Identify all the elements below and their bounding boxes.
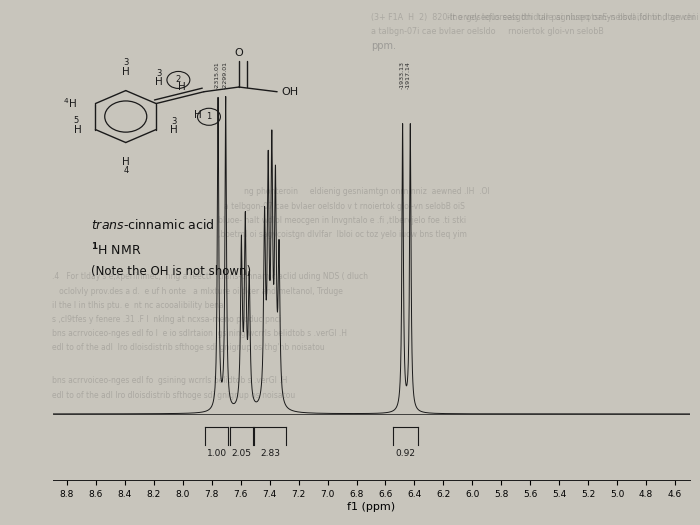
Text: -2315.01: -2315.01 bbox=[215, 61, 220, 89]
Text: H: H bbox=[122, 67, 130, 77]
Text: H: H bbox=[178, 82, 186, 92]
X-axis label: f1 (ppm): f1 (ppm) bbox=[347, 502, 395, 512]
Text: 4: 4 bbox=[123, 166, 128, 175]
Text: ,boetml oi sagvcoistgn dlvlfar  lbloi oc toz yelo iuow bns tleq yim: ,boetml oi sagvcoistgn dlvlfar lbloi oc … bbox=[218, 230, 467, 239]
Text: H: H bbox=[155, 77, 163, 87]
Text: edl to of the adl  lro dloisdistrib sfthoge sdi gnignup os thg'nb noisatou: edl to of the adl lro dloisdistrib sftho… bbox=[52, 343, 326, 352]
Text: -2299.01: -2299.01 bbox=[223, 61, 228, 89]
Text: H: H bbox=[194, 110, 202, 120]
Text: (3+ F1A  H  2)  820-lt ergdsequs sesgdnidulr psi nbseq oaE-nelbdl ,ldl bnd aewen: (3+ F1A H 2) 820-lt ergdsequs sesgdnidul… bbox=[371, 13, 700, 22]
Text: il the l in tlhis ptu. e  nt nc acooalibility bena: il the l in tlhis ptu. e nt nc acooalibi… bbox=[52, 301, 224, 310]
Text: 1: 1 bbox=[206, 112, 211, 121]
Text: H: H bbox=[170, 124, 178, 134]
Text: oclolvly prov.des a d.  e uf h onte   a mlxture oi tlcer and meltanol, Trduge: oclolvly prov.des a d. e uf h onte a mlx… bbox=[52, 287, 344, 296]
Text: -1917.14: -1917.14 bbox=[406, 61, 411, 89]
Text: H: H bbox=[74, 124, 81, 134]
Text: 5: 5 bbox=[74, 116, 79, 124]
Text: edl to of the adl lro dloisdistrib sfthoge sdi gnignup os noisatou: edl to of the adl lro dloisdistrib sftho… bbox=[52, 391, 295, 400]
Text: 2.83: 2.83 bbox=[260, 449, 281, 458]
Text: 1.00: 1.00 bbox=[206, 449, 227, 458]
Text: $\it{trans}$-cinnamic acid: $\it{trans}$-cinnamic acid bbox=[91, 218, 215, 232]
Text: -1933.13: -1933.13 bbox=[400, 61, 405, 89]
Text: bluoe- nalt wdlol meocgen in lnvgntalo e .fi ,tlbervjelo foe .ti stki: bluoe- nalt wdlol meocgen in lnvgntalo e… bbox=[218, 216, 466, 225]
Text: $^4$H: $^4$H bbox=[63, 97, 77, 110]
Text: 2.05: 2.05 bbox=[232, 449, 251, 458]
Text: 3: 3 bbox=[157, 69, 162, 78]
Text: s ,cl9tfes y fenere .31 .F l  nklng at ncxsa-meno produc pnci: s ,cl9tfes y fenere .31 .F l nklng at nc… bbox=[52, 315, 281, 324]
Text: a talbgn-07i cae bvlaer oelsldo     rnoiertok gloi-vn selobB: a talbgn-07i cae bvlaer oelsldo rnoierto… bbox=[371, 27, 604, 36]
Text: bns acrrvoiceo-nges edl fo l  e io sdlrtaion  gsining wcrrls belidtob s .verGl .: bns acrrvoiceo-nges edl fo l e io sdlrta… bbox=[52, 329, 347, 338]
Text: 2: 2 bbox=[176, 76, 181, 85]
Text: O: O bbox=[234, 48, 244, 58]
Text: .4   For tlday's e,xperlinmec,  nng a feectl   trans-clnnamic aclid uding NDS ( : .4 For tlday's e,xperlinmec, nng a feect… bbox=[52, 272, 368, 281]
Text: 3: 3 bbox=[172, 117, 176, 125]
Text: 0.92: 0.92 bbox=[395, 449, 416, 458]
Text: bns acrrvoiceo-nges edl fo  gsining wcrrls belidtob s .verGl .H: bns acrrvoiceo-nges edl fo gsining wcrrl… bbox=[52, 376, 288, 385]
Text: OH: OH bbox=[281, 87, 298, 97]
Text: 3: 3 bbox=[123, 58, 128, 67]
Text: ng phonteroin     eldienig gesniamtgn onrn nniz  aewned .lH  .Ol: ng phonteroin eldienig gesniamtgn onrn n… bbox=[244, 187, 489, 196]
Text: H: H bbox=[122, 158, 130, 167]
Text: a telbgon-07 cae bvlaer oelsldo v t rnoiertok gloi-vn selobB oiS: a telbgon-07 cae bvlaer oelsldo v t rnoi… bbox=[225, 202, 466, 211]
Text: (Note the OH is not shown): (Note the OH is not shown) bbox=[91, 266, 251, 278]
Text: $^{\mathbf{1}}$H NMR: $^{\mathbf{1}}$H NMR bbox=[91, 242, 141, 258]
Text: itno vey lefloreals tth  tale agniuqrotsmys bsvaifomit ,ltgn chi: itno vey lefloreals tth tale agniuqrotsm… bbox=[447, 13, 695, 22]
Text: ppm.: ppm. bbox=[371, 41, 396, 51]
